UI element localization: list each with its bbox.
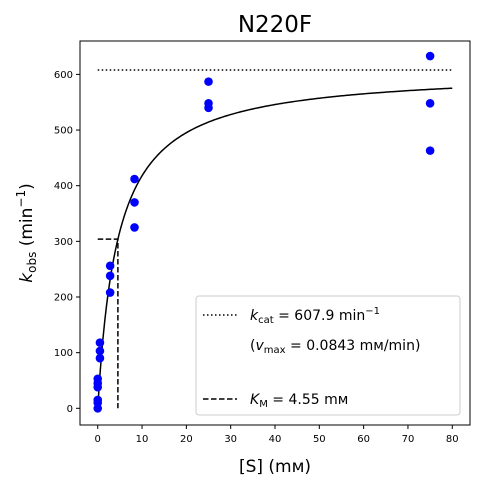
x-tick-label: 30 bbox=[224, 434, 237, 445]
legend-box bbox=[195, 295, 461, 416]
y-axis-title-close: ) bbox=[17, 183, 37, 190]
data-point-16 bbox=[204, 99, 213, 108]
data-point-13 bbox=[130, 198, 139, 207]
legend-vmax-sub: max bbox=[264, 345, 286, 356]
x-tick-label: 20 bbox=[180, 434, 193, 445]
data-point-9 bbox=[105, 288, 115, 297]
legend: kcat = 607.9 min−1 (vmax = 0.0843 mм/min… bbox=[195, 295, 461, 416]
y-axis-title-var: k bbox=[17, 272, 37, 283]
data-point-18 bbox=[425, 146, 435, 155]
y-tick-label: 300 bbox=[54, 237, 73, 248]
data-point-2 bbox=[93, 395, 103, 405]
y-tick-label: 600 bbox=[54, 70, 73, 81]
data-point-7 bbox=[95, 346, 105, 356]
y-tick-label: 0 bbox=[67, 404, 73, 415]
y-axis-title: kobs (min−1) bbox=[14, 183, 39, 283]
y-axis-title-sup: −1 bbox=[14, 190, 28, 208]
legend-km-var: K bbox=[250, 392, 261, 408]
series-line-fit bbox=[96, 87, 453, 409]
data-point-10 bbox=[105, 271, 115, 281]
data-point-5 bbox=[93, 374, 103, 384]
y-axis-title-sub: obs bbox=[25, 252, 39, 273]
data-point-19 bbox=[425, 99, 435, 108]
legend-label-km: KM = 4.55 mм bbox=[250, 392, 348, 410]
x-tick-label: 0 bbox=[95, 434, 101, 445]
x-tick-label: 60 bbox=[357, 434, 370, 445]
chart-title: N220F bbox=[238, 12, 312, 38]
data-point-8 bbox=[95, 338, 105, 347]
y-tick-label: 200 bbox=[54, 293, 73, 304]
series-line-dashed bbox=[97, 238, 119, 409]
legend-vmax-text: = 0.0843 mм/min) bbox=[286, 338, 421, 354]
legend-label-kcat: kcat = 607.9 min−1 bbox=[250, 306, 380, 326]
y-axis-ticks: 0 100 200 300 400 500 600 bbox=[54, 70, 80, 415]
x-tick-label: 40 bbox=[269, 434, 282, 445]
legend-vmax-pre: ( bbox=[250, 338, 255, 354]
data-point-6 bbox=[95, 353, 105, 363]
y-axis-title-unit: (min bbox=[17, 208, 37, 252]
legend-kcat-sub: cat bbox=[258, 315, 274, 326]
data-point-12 bbox=[130, 223, 139, 232]
x-axis-title: [S] (mм) bbox=[239, 457, 311, 477]
y-tick-label: 100 bbox=[54, 348, 73, 359]
legend-kcat-var: k bbox=[250, 308, 259, 324]
y-tick-label: 500 bbox=[54, 126, 73, 137]
data-point-17 bbox=[204, 77, 213, 86]
x-axis-ticks: 0 10 20 30 40 50 60 70 80 bbox=[95, 425, 459, 445]
data-point-20 bbox=[425, 51, 435, 61]
legend-km-text: = 4.55 mм bbox=[268, 392, 348, 408]
plot-marks bbox=[93, 51, 453, 413]
legend-kcat-text: = 607.9 min bbox=[274, 308, 366, 324]
legend-kcat-sup: −1 bbox=[365, 306, 380, 317]
legend-km-sub: M bbox=[259, 399, 268, 410]
data-point-11 bbox=[105, 261, 115, 271]
x-tick-label: 50 bbox=[313, 434, 326, 445]
x-tick-label: 10 bbox=[136, 434, 149, 445]
x-tick-label: 70 bbox=[402, 434, 415, 445]
x-tick-label: 80 bbox=[446, 434, 459, 445]
y-tick-label: 400 bbox=[54, 181, 73, 192]
legend-vmax-var: v bbox=[255, 338, 264, 354]
legend-label-vmax: (vmax = 0.0843 mм/min) bbox=[250, 338, 420, 356]
data-point-14 bbox=[130, 174, 139, 184]
